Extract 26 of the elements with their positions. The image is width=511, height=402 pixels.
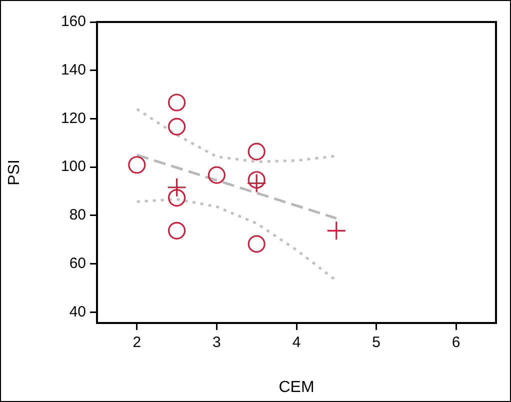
y-tick-label: 40 <box>69 303 86 320</box>
point <box>167 178 187 198</box>
y-tick-label: 120 <box>60 110 86 127</box>
x-tick-label: 3 <box>212 334 221 352</box>
point <box>248 142 266 160</box>
y-tick-label: 140 <box>60 61 86 78</box>
x-tick-label: 4 <box>292 334 301 352</box>
x-tick-label: 5 <box>372 334 380 352</box>
y-tick-label: 80 <box>69 206 86 224</box>
point <box>208 166 226 184</box>
x-axis-title: CEM <box>278 378 314 396</box>
y-tick-label: 160 <box>60 13 86 30</box>
point <box>128 156 146 174</box>
point <box>168 94 186 112</box>
point <box>168 222 186 240</box>
point <box>326 220 346 240</box>
point <box>248 235 266 253</box>
y-axis-title: PSI <box>6 160 24 186</box>
point <box>246 173 266 194</box>
point <box>168 188 186 207</box>
point <box>168 118 186 136</box>
y-tick-label: 60 <box>69 254 86 272</box>
x-tick-label: 2 <box>132 334 142 352</box>
x-tick-label: 6 <box>452 334 460 352</box>
point <box>248 171 266 189</box>
y-tick-label: 100 <box>60 158 86 176</box>
